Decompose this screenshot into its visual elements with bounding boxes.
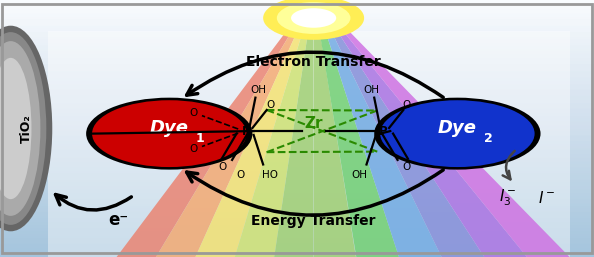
Bar bbox=[0, 32, 594, 39]
Polygon shape bbox=[107, 0, 314, 257]
Text: $I_3^-$: $I_3^-$ bbox=[499, 188, 517, 208]
Polygon shape bbox=[48, 31, 570, 257]
Polygon shape bbox=[314, 0, 448, 257]
Bar bbox=[0, 135, 594, 141]
Bar bbox=[0, 161, 594, 167]
Text: TiO₂: TiO₂ bbox=[20, 114, 33, 143]
Bar bbox=[0, 167, 594, 173]
Circle shape bbox=[374, 98, 541, 170]
Bar bbox=[0, 199, 594, 206]
Bar bbox=[0, 186, 594, 193]
Text: OH: OH bbox=[251, 85, 266, 95]
Bar bbox=[0, 71, 594, 77]
Text: Dye: Dye bbox=[150, 119, 189, 137]
Bar bbox=[0, 148, 594, 154]
Circle shape bbox=[263, 0, 364, 40]
Bar bbox=[0, 238, 594, 244]
Bar bbox=[0, 225, 594, 231]
Ellipse shape bbox=[0, 58, 31, 199]
Bar bbox=[0, 84, 594, 90]
Text: P: P bbox=[242, 125, 251, 137]
Bar bbox=[0, 77, 594, 84]
Text: HO: HO bbox=[263, 170, 278, 180]
Ellipse shape bbox=[0, 32, 46, 225]
Polygon shape bbox=[148, 0, 314, 257]
Bar bbox=[0, 45, 594, 51]
Circle shape bbox=[380, 100, 535, 167]
Bar bbox=[0, 103, 594, 109]
Text: OH: OH bbox=[364, 85, 379, 95]
Text: e⁻: e⁻ bbox=[109, 211, 129, 229]
Polygon shape bbox=[314, 0, 492, 257]
Polygon shape bbox=[231, 0, 314, 257]
Bar bbox=[0, 251, 594, 257]
Text: 2: 2 bbox=[484, 132, 492, 145]
Circle shape bbox=[92, 100, 247, 167]
Text: Electron Transfer: Electron Transfer bbox=[247, 55, 381, 69]
Bar bbox=[0, 90, 594, 96]
Polygon shape bbox=[272, 0, 314, 257]
Bar bbox=[0, 141, 594, 148]
Text: O: O bbox=[189, 108, 197, 118]
Circle shape bbox=[277, 2, 350, 34]
Bar bbox=[0, 26, 594, 32]
Polygon shape bbox=[314, 0, 582, 257]
Text: Zr: Zr bbox=[304, 116, 323, 131]
Text: O: O bbox=[219, 162, 227, 172]
Bar bbox=[0, 193, 594, 199]
Polygon shape bbox=[314, 0, 403, 257]
Text: O: O bbox=[189, 144, 197, 154]
Bar bbox=[0, 116, 594, 122]
Bar bbox=[0, 212, 594, 218]
Bar bbox=[0, 0, 594, 6]
Text: O: O bbox=[236, 170, 245, 180]
Text: OH: OH bbox=[352, 170, 367, 180]
Bar bbox=[0, 244, 594, 251]
Bar bbox=[0, 96, 594, 103]
Text: P: P bbox=[379, 125, 387, 137]
Bar bbox=[0, 206, 594, 212]
Text: O: O bbox=[266, 100, 274, 110]
Bar bbox=[0, 19, 594, 26]
Bar bbox=[0, 154, 594, 161]
Circle shape bbox=[86, 98, 252, 170]
Bar bbox=[0, 231, 594, 238]
Ellipse shape bbox=[0, 26, 52, 231]
Bar bbox=[0, 109, 594, 116]
Circle shape bbox=[291, 8, 336, 28]
Text: O: O bbox=[403, 162, 411, 172]
Bar bbox=[0, 64, 594, 71]
Text: O: O bbox=[403, 100, 411, 110]
Bar bbox=[0, 6, 594, 13]
Text: $I^-$: $I^-$ bbox=[538, 190, 555, 206]
Bar bbox=[0, 128, 594, 135]
Bar bbox=[0, 122, 594, 128]
Bar bbox=[0, 180, 594, 186]
Polygon shape bbox=[314, 0, 358, 257]
Text: Dye: Dye bbox=[438, 119, 477, 137]
Bar bbox=[0, 39, 594, 45]
Bar bbox=[0, 13, 594, 19]
Ellipse shape bbox=[0, 41, 40, 216]
Bar bbox=[0, 58, 594, 64]
Bar bbox=[0, 218, 594, 225]
Bar bbox=[0, 51, 594, 58]
Text: Energy Transfer: Energy Transfer bbox=[251, 214, 376, 228]
Text: 1: 1 bbox=[196, 132, 204, 145]
Bar bbox=[0, 173, 594, 180]
Polygon shape bbox=[189, 0, 314, 257]
Polygon shape bbox=[314, 0, 538, 257]
